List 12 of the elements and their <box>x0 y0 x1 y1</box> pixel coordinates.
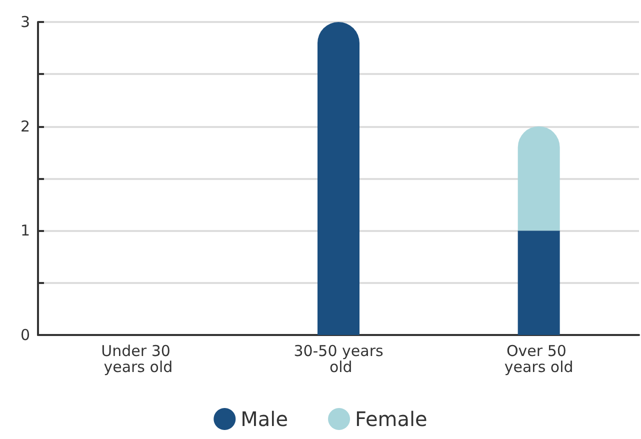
x-tick-label: 30-50 years old <box>294 342 384 376</box>
bar <box>518 230 560 335</box>
x-tick-label: Under 30 years old <box>101 342 176 376</box>
bar <box>318 22 360 335</box>
bar <box>518 126 560 231</box>
y-tick-label: 0 <box>20 326 30 344</box>
y-tick-label: 1 <box>20 222 30 240</box>
y-tick-label: 2 <box>20 117 30 136</box>
legend-label: Female <box>355 407 428 431</box>
x-tick-label: Over 50 years old <box>504 342 574 376</box>
y-tick-label: 3 <box>20 13 30 31</box>
legend-label: Male <box>240 407 288 431</box>
